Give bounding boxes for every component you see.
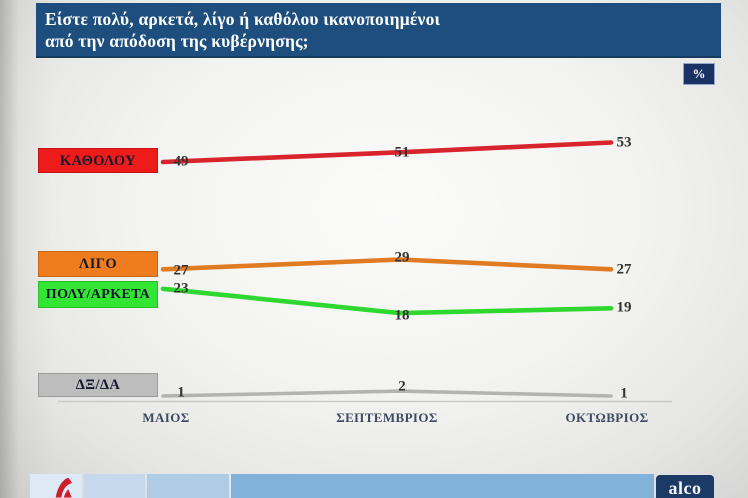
footer-segment — [147, 474, 229, 498]
value-label: 2 — [398, 378, 406, 395]
value-label: 49 — [173, 153, 189, 170]
value-label: 51 — [394, 144, 410, 161]
series-line-0 — [160, 140, 614, 165]
value-label: 1 — [620, 385, 628, 402]
alco-logo: alco — [656, 475, 714, 498]
legend-ligo: ΛΙΓΟ — [38, 251, 158, 277]
value-label: 18 — [394, 307, 410, 324]
legend-dx-da: ΔΞ/ΔΑ — [38, 373, 158, 397]
series-line-2 — [160, 286, 614, 316]
x-axis-label-oktovrios: ΟΚΤΩΒΡΙΟΣ — [565, 410, 649, 425]
footer-segment — [231, 474, 654, 498]
value-label: 27 — [173, 262, 189, 279]
alpha-tv-icon — [55, 477, 72, 498]
percent-unit-badge: % — [683, 63, 715, 85]
legend-poly-arketa: ΠΟΛΥ/ΑΡΚΕΤΑ — [38, 281, 158, 308]
value-label: 23 — [173, 280, 189, 297]
legend-katholou: ΚΑΘΟΛΟΥ — [38, 148, 158, 173]
value-label: 1 — [177, 384, 185, 401]
value-label: 27 — [616, 261, 632, 278]
series-line-1 — [160, 257, 614, 272]
poll-question-line2: από την απόδοση της κυβέρνησης; — [45, 31, 309, 51]
series-line-3 — [161, 389, 613, 398]
value-label: 19 — [616, 299, 632, 316]
footer-bar: alco — [0, 474, 748, 498]
footer-segment-alpha — [30, 474, 82, 498]
value-label: 53 — [616, 134, 632, 151]
title-bar: Είστε πολύ, αρκετά, λίγο ή καθόλου ικανο… — [36, 3, 721, 58]
footer-segment — [84, 474, 145, 498]
x-axis-label-maios: ΜΑΙΟΣ — [142, 410, 190, 425]
poll-question-line1: Είστε πολύ, αρκετά, λίγο ή καθόλου ικανο… — [45, 9, 441, 29]
value-label: 29 — [394, 249, 410, 266]
x-axis-label-septemvrios: ΣΕΠΤΕΜΒΡΙΟΣ — [336, 410, 438, 425]
